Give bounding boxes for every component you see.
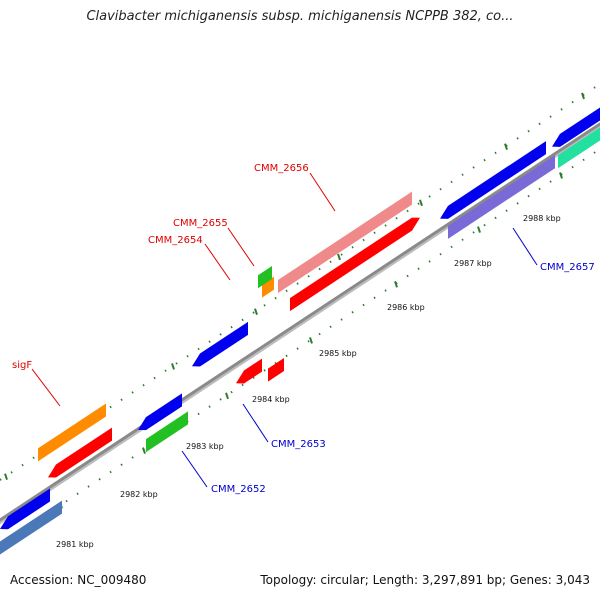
feature-forward-other [258,263,275,289]
features [0,107,600,555]
inner-major-ticks [59,172,563,509]
feature-forward-cds [236,356,265,384]
gene-label: sigF [12,360,32,371]
feature-forward-misc [278,189,415,294]
feature-forward-cds [268,356,287,382]
tick-label: 2988 kbp [523,214,561,223]
feature-reverse-other [146,409,191,453]
gene-label: CMM_2657 [540,262,595,273]
gene-label: CMM_2656 [254,163,309,174]
gene-label: CMM_2654 [148,235,203,246]
backbone-line [0,122,600,522]
feature-forward-rna [38,401,109,462]
tick-label: 2984 kbp [252,395,290,404]
feature-forward-cds [290,210,423,312]
leader-line [242,403,269,443]
gene-label: CMM_2655 [173,218,228,229]
tick-label: 2986 kbp [387,303,425,312]
genome-summary: Topology: circular; Length: 3,297,891 bp… [260,573,590,587]
inner-tick-ring [0,151,596,546]
tick-label: 2987 kbp [454,259,492,268]
leader-line [512,227,538,266]
feature-forward-cds [48,425,115,478]
labels: 2981 kbp 2982 kbp 2983 kbp 2984 kbp 2985 kbp… [12,163,595,549]
leader-line [227,227,255,267]
feature-reverse-misc [448,153,558,239]
feature-reverse-cds [0,486,53,530]
leader-line [31,368,61,407]
tick-marks [0,86,596,546]
tick-label: 2982 kbp [120,490,158,499]
tick-label: 2985 kbp [319,349,357,358]
feature-reverse-misc [0,498,65,555]
gene-label: CMM_2652 [211,484,266,495]
feature-reverse-cds [192,319,251,367]
feature-reverse-cds [440,139,549,219]
backbone [0,122,600,525]
tick-label: 2983 kbp [186,442,224,451]
feature-reverse-other [558,127,600,169]
feature-reverse-cds [138,391,185,431]
map-title: Clavibacter michiganensis subsp. michiga… [86,9,514,24]
leader-line [204,243,231,281]
feature-reverse-cds [552,107,600,147]
leader-line [309,172,336,212]
accession-text: Accession: NC_009480 [10,573,147,587]
tick-label: 2981 kbp [56,540,94,549]
gene-label: CMM_2653 [271,439,326,450]
leader-line [181,450,208,488]
